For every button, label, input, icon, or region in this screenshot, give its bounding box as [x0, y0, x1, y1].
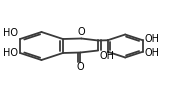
Text: OH: OH	[100, 52, 115, 62]
Text: HO: HO	[3, 28, 18, 38]
Text: O: O	[78, 27, 86, 37]
Text: OH: OH	[144, 48, 159, 58]
Text: OH: OH	[144, 34, 159, 44]
Text: O: O	[77, 62, 84, 72]
Text: HO: HO	[3, 48, 18, 58]
